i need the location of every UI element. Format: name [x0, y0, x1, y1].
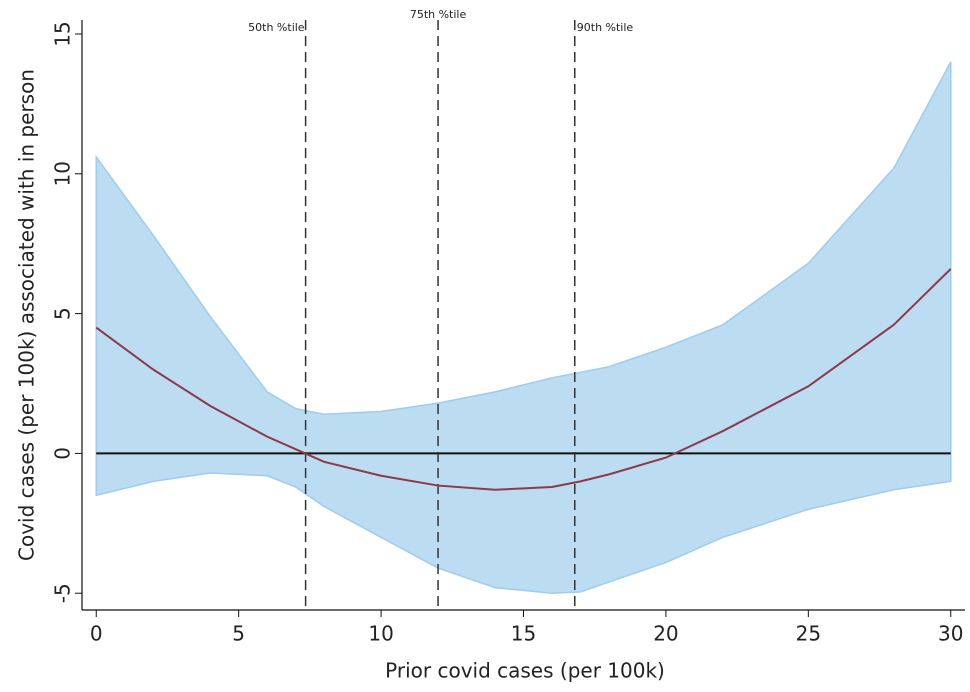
y-tick-label: 15	[51, 21, 75, 46]
estimate-line	[95, 268, 952, 491]
confidence-band	[95, 61, 952, 594]
x-tick-label: 30	[938, 622, 963, 646]
y-tick-label: 10	[51, 161, 75, 186]
y-tick-label: 0	[51, 447, 75, 460]
reference-label: 75th %tile	[410, 8, 467, 21]
x-tick-label: 25	[796, 622, 821, 646]
x-axis-title: Prior covid cases (per 100k)	[385, 659, 665, 683]
y-tick-label: 5	[51, 307, 75, 320]
y-tick-label: -5	[51, 583, 75, 603]
x-tick-label: 5	[232, 622, 245, 646]
x-tick-label: 0	[90, 622, 103, 646]
y-axis-title: Covid cases (per 100k) associated with i…	[15, 69, 39, 561]
reference-label: 90th %tile	[577, 21, 634, 34]
x-tick-label: 15	[511, 622, 536, 646]
x-tick-label: 10	[368, 622, 393, 646]
reference-label: 50th %tile	[248, 21, 305, 34]
x-tick-label: 20	[653, 622, 678, 646]
